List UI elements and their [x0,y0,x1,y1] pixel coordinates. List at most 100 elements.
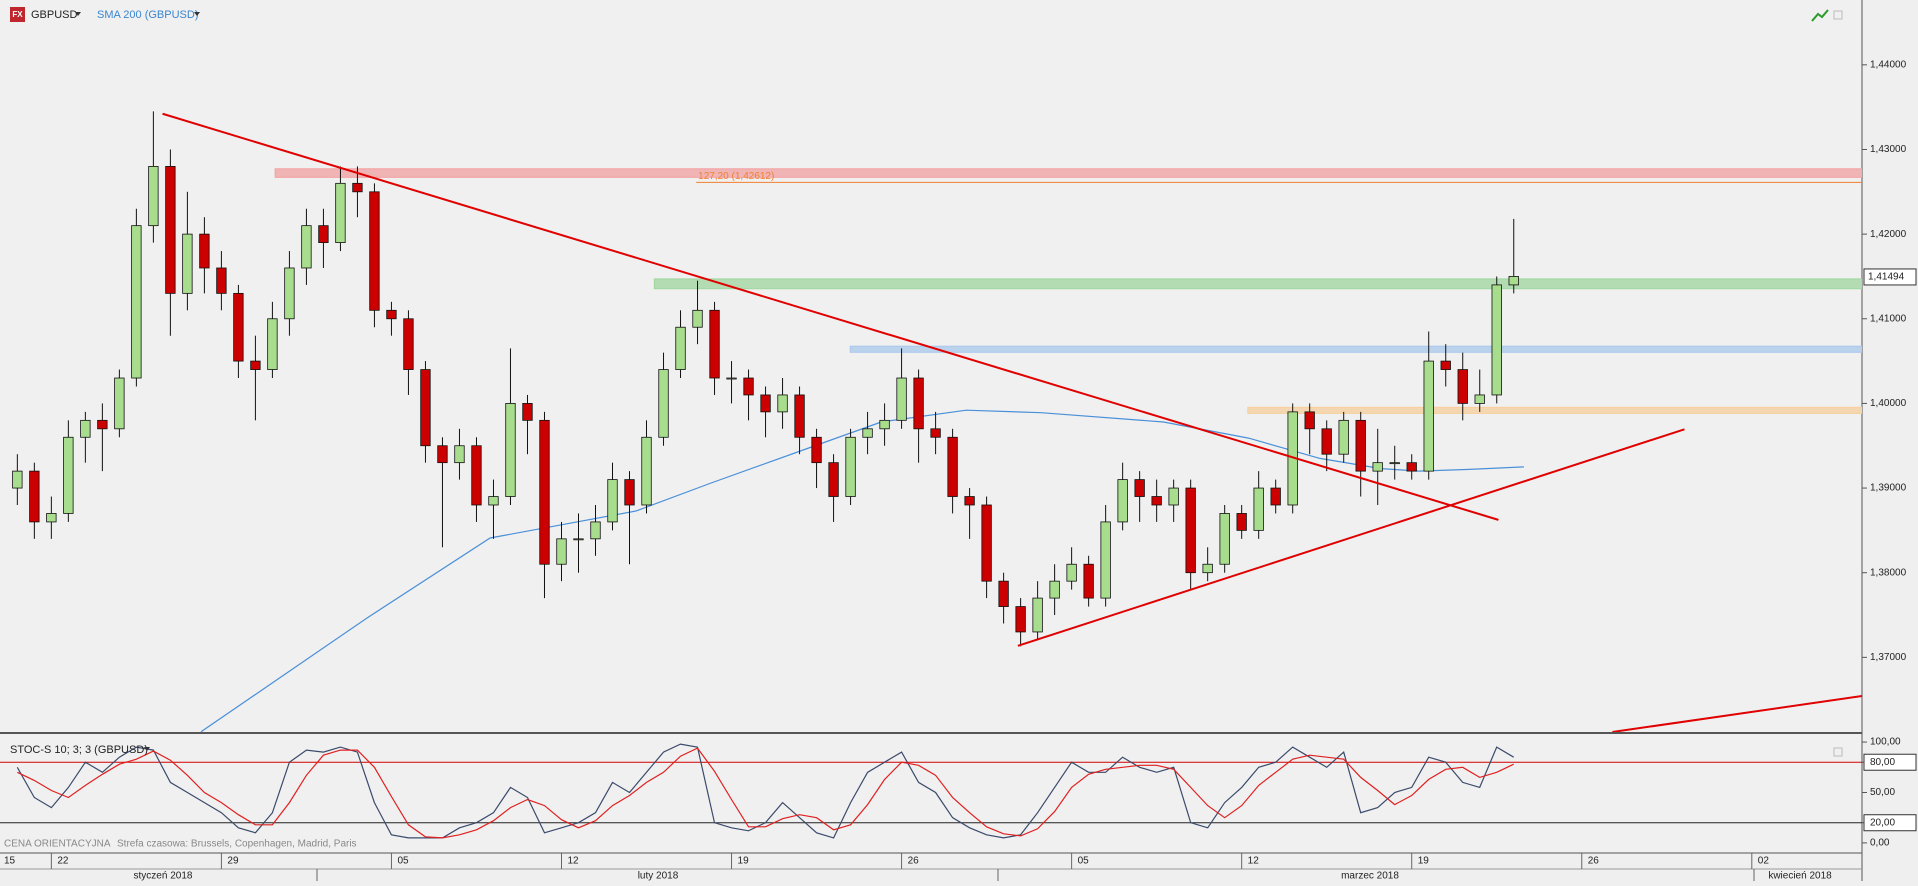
candle-body [454,445,465,464]
candle-body [1457,369,1468,404]
candle-body [1236,513,1247,531]
trend-icon[interactable] [1811,9,1829,22]
candle-body [879,419,890,430]
candle-body [1015,606,1026,633]
trendline [1612,695,1862,732]
candle-body [165,166,176,294]
month-label: luty 2018 [638,871,679,881]
symbol-icon-text: FX [12,10,23,19]
candle-body [301,225,312,269]
symbol-icon[interactable] [10,7,25,22]
candle-body [777,394,788,413]
candle-body [930,428,941,438]
candle-body [335,182,346,243]
candle-body [1491,284,1502,396]
candle-body [182,233,193,294]
candle-body [573,538,584,541]
fib-label: 127,20 (1,42612) [698,171,774,182]
candle-body [1151,496,1162,506]
candle-body [1355,419,1366,472]
candle-body [1117,479,1128,523]
stoch-line [17,747,1514,839]
candle-body [590,521,601,540]
candle-body [1270,487,1281,506]
trendline [1017,428,1685,647]
candle-body [556,538,567,565]
symbol-name[interactable]: GBPUSD [31,9,78,21]
overlay-legend[interactable]: SMA 200 (GBPUSD) [97,9,198,21]
stoch-level-box [1863,753,1917,771]
candle-body [1389,462,1400,465]
x-tick-label: 05 [397,856,409,867]
candle-body [284,267,295,320]
price-zone [1247,406,1862,414]
stoch-level-box [1863,814,1917,832]
price-zone [849,345,1862,353]
candle-body [1032,597,1043,633]
candle-body [1219,513,1230,565]
overlay-dropdown[interactable] [194,12,200,16]
stoch-y-tick-label: 80,00 [1870,757,1895,768]
candle-body [216,267,227,294]
candle-body [624,479,635,506]
candle-body [1134,479,1145,497]
month-label: marzec 2018 [1341,871,1399,881]
x-tick-label: 15 [4,856,16,867]
stoch-plot-area [0,735,1862,853]
candle-body [437,445,448,464]
candle-body [913,377,924,430]
candle-body [352,182,363,193]
candle-body [1202,563,1213,574]
stoch-dropdown[interactable] [144,747,150,751]
month-label: styczeń 2018 [134,871,193,881]
candle-body [998,580,1009,607]
candle-body [845,436,856,497]
candle-body [318,225,329,243]
candle-body [1474,394,1485,404]
candle-body [403,318,414,370]
x-tick-label: 26 [908,856,920,867]
main-plot-area [0,0,1862,732]
candle-body [505,403,516,497]
candle-body [386,309,397,320]
candle-body [1253,487,1264,531]
candle-body [46,513,57,523]
reference-note: CENA ORIENTACYJNA [4,839,111,850]
candle-body [1372,462,1383,472]
symbol-dropdown[interactable] [75,12,81,16]
candle-body [964,496,975,506]
candle-body [1100,521,1111,599]
timezone-note: Strefa czasowa: Brussels, Copenhagen, Ma… [117,839,357,850]
candle-body [828,462,839,497]
candle-body [607,479,618,523]
candle-body [709,309,720,379]
candle-body [658,369,669,438]
candle-body [1423,360,1434,472]
candle-body [811,436,822,464]
y-tick-label: 1,40000 [1870,398,1907,409]
candle-body [369,191,380,311]
y-tick-label: 1,44000 [1870,59,1907,70]
candle-body [726,377,737,380]
stoch-window-icon[interactable] [1833,747,1843,757]
candle-body [947,436,958,497]
candle-body [1304,411,1315,430]
candle-body [12,470,23,489]
candle-body [471,445,482,506]
main-layer: 127,20 (1,42612) [12,111,1862,732]
price-zone [653,278,1862,290]
window-icon[interactable] [1833,10,1843,20]
candle-body [539,419,550,565]
candle-body [199,233,210,269]
candle-body [131,225,142,379]
stoch-y-tick-label: 100,00 [1870,737,1901,748]
x-tick-label: 29 [227,856,239,867]
candle-body [29,470,40,523]
x-tick-label: 26 [1588,856,1600,867]
y-tick-label: 1,42000 [1870,229,1907,240]
month-label: kwiecień 2018 [1768,871,1832,881]
candle-body [1508,276,1519,286]
y-tick-label: 1,37000 [1870,652,1907,663]
stoch-title[interactable]: STOC-S 10; 3; 3 (GBPUSD) [10,744,148,756]
